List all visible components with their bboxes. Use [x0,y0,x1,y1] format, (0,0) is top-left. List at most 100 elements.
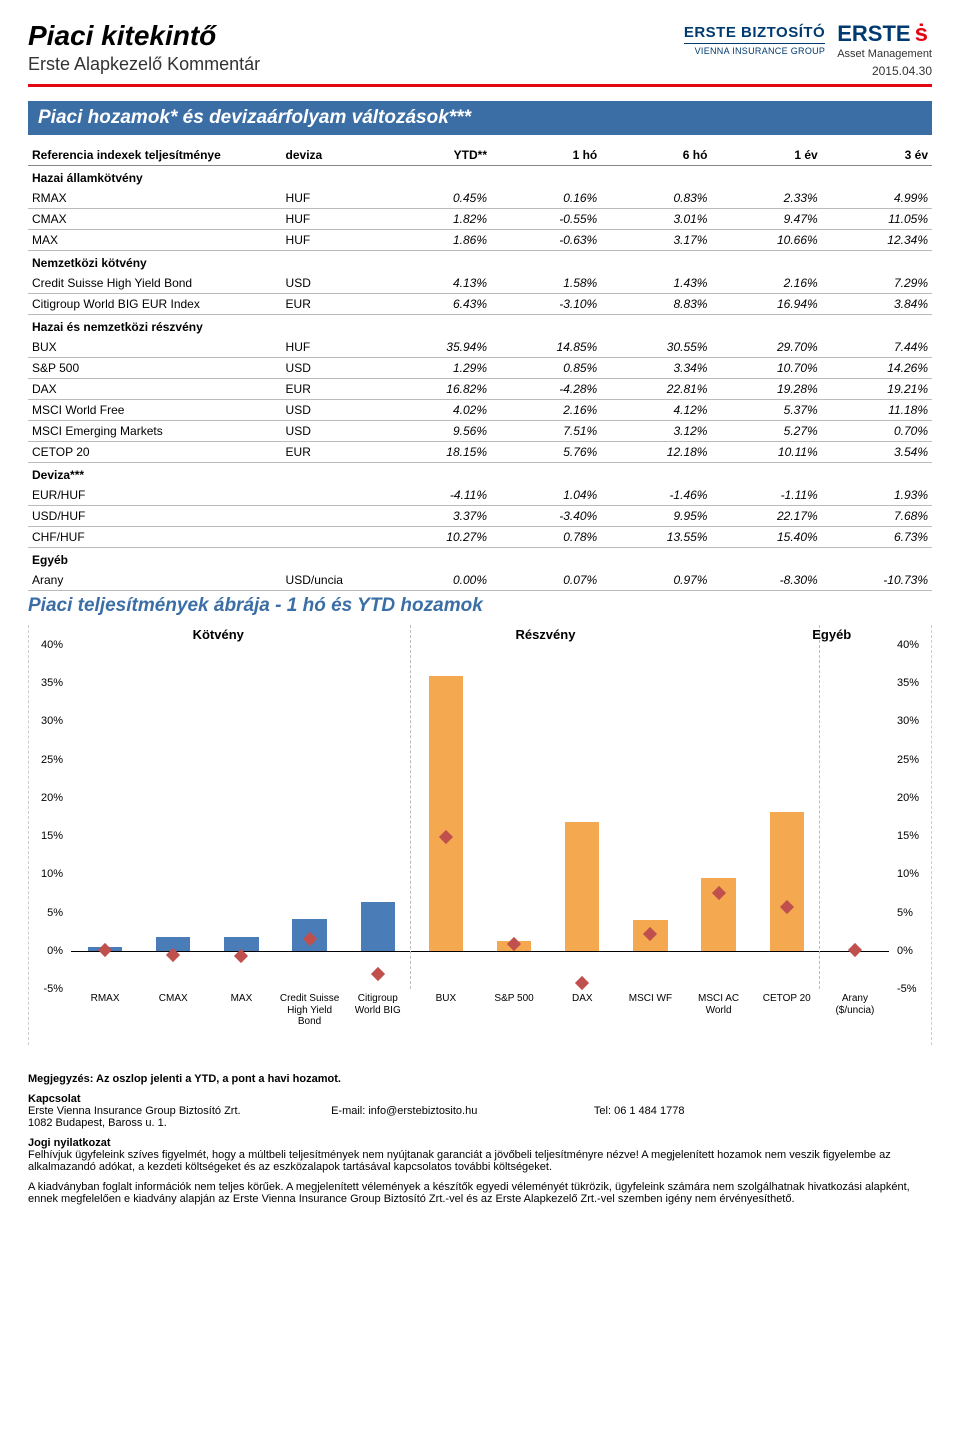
cell-value: 5.27% [711,421,821,442]
chart-marker-diamond [371,967,385,981]
cell-value: 1.04% [491,485,601,506]
cell-value: -4.28% [491,379,601,400]
legal-label: Jogi nyilatkozat [28,1137,111,1149]
cell-value: 18.15% [381,442,491,463]
cell-value: 2.16% [711,273,821,294]
cell-name: MSCI Emerging Markets [28,421,282,442]
cell-value: -3.10% [491,294,601,315]
section-banner-returns: Piaci hozamok* és devizaárfolyam változá… [28,101,932,135]
footer-note: Megjegyzés: Az oszlop jelenti a YTD, a p… [28,1073,932,1085]
cell-name: S&P 500 [28,358,282,379]
th-ccy: deviza [282,145,381,166]
chart-bar [770,812,804,951]
cell-value: 3.01% [601,209,711,230]
section-label: Egyéb [28,548,932,571]
cell-value: 0.70% [822,421,932,442]
cell-value: 10.70% [711,358,821,379]
cell-name: CETOP 20 [28,442,282,463]
cell-value: 0.85% [491,358,601,379]
chart-group-label: Részvény [515,627,575,642]
footer: Megjegyzés: Az oszlop jelenti a YTD, a p… [28,1073,932,1205]
logo-am: Asset Management [837,48,932,60]
y-axis-label-right: 15% [897,830,935,842]
cell-name: RMAX [28,188,282,209]
y-axis-label-left: 0% [25,945,63,957]
chart-group-label: Egyéb [812,627,851,642]
y-axis-label-right: 20% [897,792,935,804]
cell-name: CMAX [28,209,282,230]
y-axis-label-left: 10% [25,868,63,880]
chart-bar [361,902,395,951]
cell-value: 3.84% [822,294,932,315]
table-row: MSCI World FreeUSD4.02%2.16%4.12%5.37%11… [28,400,932,421]
cell-ccy: USD [282,358,381,379]
cell-value: -0.55% [491,209,601,230]
cell-value: 2.16% [491,400,601,421]
contact-line2: 1082 Budapest, Baross u. 1. [28,1117,167,1129]
y-axis-label-left: 25% [25,754,63,766]
cell-value: 0.83% [601,188,711,209]
cell-ccy: HUF [282,209,381,230]
cell-ccy: USD [282,400,381,421]
cell-ccy: USD [282,273,381,294]
cell-value: 1.86% [381,230,491,251]
cell-value: 5.76% [491,442,601,463]
table-row: MSCI Emerging MarketsUSD9.56%7.51%3.12%5… [28,421,932,442]
cell-name: Citigroup World BIG EUR Index [28,294,282,315]
cell-ccy [282,485,381,506]
cell-value: 3.34% [601,358,711,379]
cell-value: 5.37% [711,400,821,421]
cell-value: 0.00% [381,570,491,591]
legal-p2: A kiadványban foglalt információk nem te… [28,1181,932,1205]
cell-value: 9.47% [711,209,821,230]
cell-value: 0.16% [491,188,601,209]
table-row: CHF/HUF10.27%0.78%13.55%15.40%6.73% [28,527,932,548]
report-date: 2015.04.30 [684,64,932,78]
cell-value: -8.30% [711,570,821,591]
cell-value: 3.37% [381,506,491,527]
cell-value: 19.28% [711,379,821,400]
cell-value: 11.05% [822,209,932,230]
cell-value: 30.55% [601,337,711,358]
x-axis-label: RMAX [73,993,138,1045]
cell-value: -4.11% [381,485,491,506]
cell-value: 1.43% [601,273,711,294]
y-axis-label-right: 25% [897,754,935,766]
cell-value: 0.97% [601,570,711,591]
cell-value: 14.85% [491,337,601,358]
cell-value: 10.27% [381,527,491,548]
section-label: Hazai államkötvény [28,166,932,189]
cell-value: 7.68% [822,506,932,527]
y-axis-label-left: 20% [25,792,63,804]
cell-value: 12.18% [601,442,711,463]
cell-value: 16.82% [381,379,491,400]
cell-ccy: HUF [282,337,381,358]
y-axis-label-right: 0% [897,945,935,957]
legal-p1: Felhívjuk ügyfeleink szíves figyelmét, h… [28,1149,891,1173]
cell-value: 7.29% [822,273,932,294]
table-row: S&P 500USD1.29%0.85%3.34%10.70%14.26% [28,358,932,379]
contact-line1: Erste Vienna Insurance Group Biztosító Z… [28,1105,328,1117]
cell-ccy [282,527,381,548]
cell-ccy: EUR [282,442,381,463]
cell-value: 1.93% [822,485,932,506]
cell-value: 29.70% [711,337,821,358]
x-axis-label: Citigroup World BIG [345,993,410,1045]
table-section-header: Egyéb [28,548,932,571]
cell-value: 0.78% [491,527,601,548]
table-row: RMAXHUF0.45%0.16%0.83%2.33%4.99% [28,188,932,209]
cell-value: 19.21% [822,379,932,400]
cell-name: MAX [28,230,282,251]
logo-vig: VIENNA INSURANCE GROUP [684,43,825,56]
y-axis-label-left: 5% [25,907,63,919]
y-axis-label-left: 30% [25,715,63,727]
cell-ccy [282,506,381,527]
cell-name: DAX [28,379,282,400]
table-row: EUR/HUF-4.11%1.04%-1.46%-1.11%1.93% [28,485,932,506]
th-6m: 6 hó [601,145,711,166]
y-axis-label-right: 5% [897,907,935,919]
table-section-header: Deviza*** [28,463,932,486]
cell-ccy: EUR [282,294,381,315]
cell-value: 4.02% [381,400,491,421]
cell-name: Credit Suisse High Yield Bond [28,273,282,294]
